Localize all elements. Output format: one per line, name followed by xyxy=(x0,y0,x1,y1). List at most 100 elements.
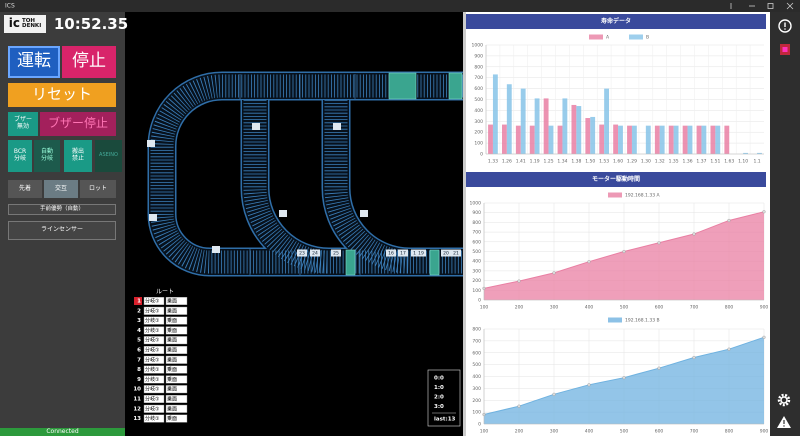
route-number: 5 xyxy=(137,338,141,344)
legend-label: B xyxy=(646,35,649,41)
bcr-button[interactable]: BCR 分岐 xyxy=(8,140,32,172)
x-tick-label: 200 xyxy=(515,305,524,311)
alert-icon[interactable] xyxy=(778,19,792,33)
logo-bottom: DENKI xyxy=(22,23,42,29)
face-value: 乗面 xyxy=(167,415,177,422)
x-tick-label: 1.10 xyxy=(738,159,748,165)
counter: 2:0 xyxy=(434,395,444,401)
counter: 0:0 xyxy=(434,376,444,382)
bar xyxy=(724,125,730,154)
face-select[interactable] xyxy=(165,306,188,315)
face-select[interactable] xyxy=(165,326,188,335)
buzzer-off-button[interactable]: ブザー 無効 xyxy=(8,112,38,136)
x-tick-label: 1.35 xyxy=(669,159,679,165)
carry-out-button[interactable]: 搬出 禁止 xyxy=(64,140,92,172)
warning-icon[interactable] xyxy=(777,416,791,428)
logo: ic TOH DENKI xyxy=(4,15,46,33)
route-number: 2 xyxy=(137,308,141,314)
label-plate xyxy=(451,249,461,257)
y-tick-label: 700 xyxy=(472,338,481,344)
branch-value: 分岐① xyxy=(145,386,160,393)
x-tick-label: 1.33 xyxy=(488,159,498,165)
route-table: ルート 1 分岐① 乗面 2 分岐① 乗面 3 分岐① 乗面 4 分岐① 乗面 5 分岐① 乗面 6 分岐① 乗面 7… xyxy=(133,289,188,423)
face-select[interactable] xyxy=(165,395,188,404)
branch-value: 分岐① xyxy=(145,415,160,422)
branch-select[interactable] xyxy=(143,297,165,306)
face-select[interactable] xyxy=(165,355,188,364)
face-select[interactable] xyxy=(165,336,188,345)
branch-select[interactable] xyxy=(143,306,165,315)
bar xyxy=(548,125,554,154)
bar xyxy=(534,98,540,154)
x-tick-label: 700 xyxy=(690,305,699,311)
face-select[interactable] xyxy=(165,316,188,325)
reset-button[interactable]: リセット xyxy=(8,83,116,107)
title-bar xyxy=(0,0,800,12)
branch-select[interactable] xyxy=(143,375,165,384)
face-select[interactable] xyxy=(165,404,188,413)
x-tick-label: 1.32 xyxy=(655,159,665,165)
branch-select[interactable] xyxy=(143,316,165,325)
y-tick-label: 700 xyxy=(474,75,483,81)
auto-branch-button[interactable]: 自動 分岐 xyxy=(34,140,60,172)
counter: 3:0 xyxy=(434,404,444,410)
point xyxy=(517,404,521,408)
bar xyxy=(743,152,749,154)
x-tick-label: 1.53 xyxy=(599,159,609,165)
bar xyxy=(585,118,591,154)
branch-select[interactable] xyxy=(143,346,165,355)
mode-tab[interactable]: 交互 xyxy=(44,180,78,198)
line-sensor-button[interactable]: ラインセンサー xyxy=(8,221,116,240)
face-select[interactable] xyxy=(165,346,188,355)
y-tick-label: 600 xyxy=(474,86,483,92)
branch-select[interactable] xyxy=(143,395,165,404)
branch-select[interactable] xyxy=(143,355,165,364)
buzzer-stop-button[interactable]: ブザー停止 xyxy=(40,112,116,136)
branch-value: 分岐① xyxy=(145,396,160,403)
x-tick-label: 500 xyxy=(620,305,629,311)
face-select[interactable] xyxy=(165,375,188,384)
device-icon[interactable] xyxy=(780,44,790,55)
mode-tab[interactable]: 先着 xyxy=(8,180,42,198)
x-tick-label: 1.1 xyxy=(753,159,760,165)
branch-select[interactable] xyxy=(143,404,165,413)
aseino-button[interactable]: ASEINO xyxy=(95,140,122,172)
y-tick-label: 400 xyxy=(474,108,483,114)
branch-value: 分岐① xyxy=(145,356,160,363)
conveyor-label: 23 xyxy=(299,251,305,257)
x-tick-label: 800 xyxy=(725,429,734,435)
y-tick-label: 200 xyxy=(474,130,483,136)
face-select[interactable] xyxy=(165,297,188,306)
x-tick-label: 1.36 xyxy=(683,159,693,165)
counters: 0:0 1:0 2:0 3:0 last:13 xyxy=(432,376,456,423)
bar xyxy=(604,88,610,154)
stop-button[interactable]: 停止 xyxy=(62,46,116,78)
branch-select[interactable] xyxy=(143,385,165,394)
legend-label: 192.168.1.33 B xyxy=(625,318,660,324)
run-button[interactable]: 運転 xyxy=(8,46,60,78)
x-tick-label: 700 xyxy=(690,429,699,435)
x-tick-label: 1.60 xyxy=(613,159,623,165)
label-plate xyxy=(297,249,307,257)
face-select[interactable] xyxy=(165,414,188,423)
y-tick-label: 800 xyxy=(474,64,483,70)
settings-icon[interactable] xyxy=(777,393,791,407)
bar xyxy=(696,125,702,154)
x-tick-label: 1.19 xyxy=(530,159,540,165)
conveyor-label: 16 xyxy=(388,251,394,257)
label: 自動 xyxy=(40,148,53,156)
x-tick-label: 300 xyxy=(550,429,559,435)
priority-select[interactable]: 手前優勢（自動） xyxy=(8,204,116,215)
window-controls[interactable] xyxy=(730,2,794,10)
face-value: 乗面 xyxy=(167,298,177,305)
branch-select[interactable] xyxy=(143,365,165,374)
face-select[interactable] xyxy=(165,365,188,374)
y-tick-label: 600 xyxy=(472,239,481,245)
face-select[interactable] xyxy=(165,385,188,394)
branch-select[interactable] xyxy=(143,336,165,345)
branch-select[interactable] xyxy=(143,414,165,423)
bar xyxy=(687,125,693,154)
panel-border xyxy=(463,12,466,436)
branch-select[interactable] xyxy=(143,326,165,335)
mode-tab[interactable]: ロット xyxy=(80,180,116,198)
